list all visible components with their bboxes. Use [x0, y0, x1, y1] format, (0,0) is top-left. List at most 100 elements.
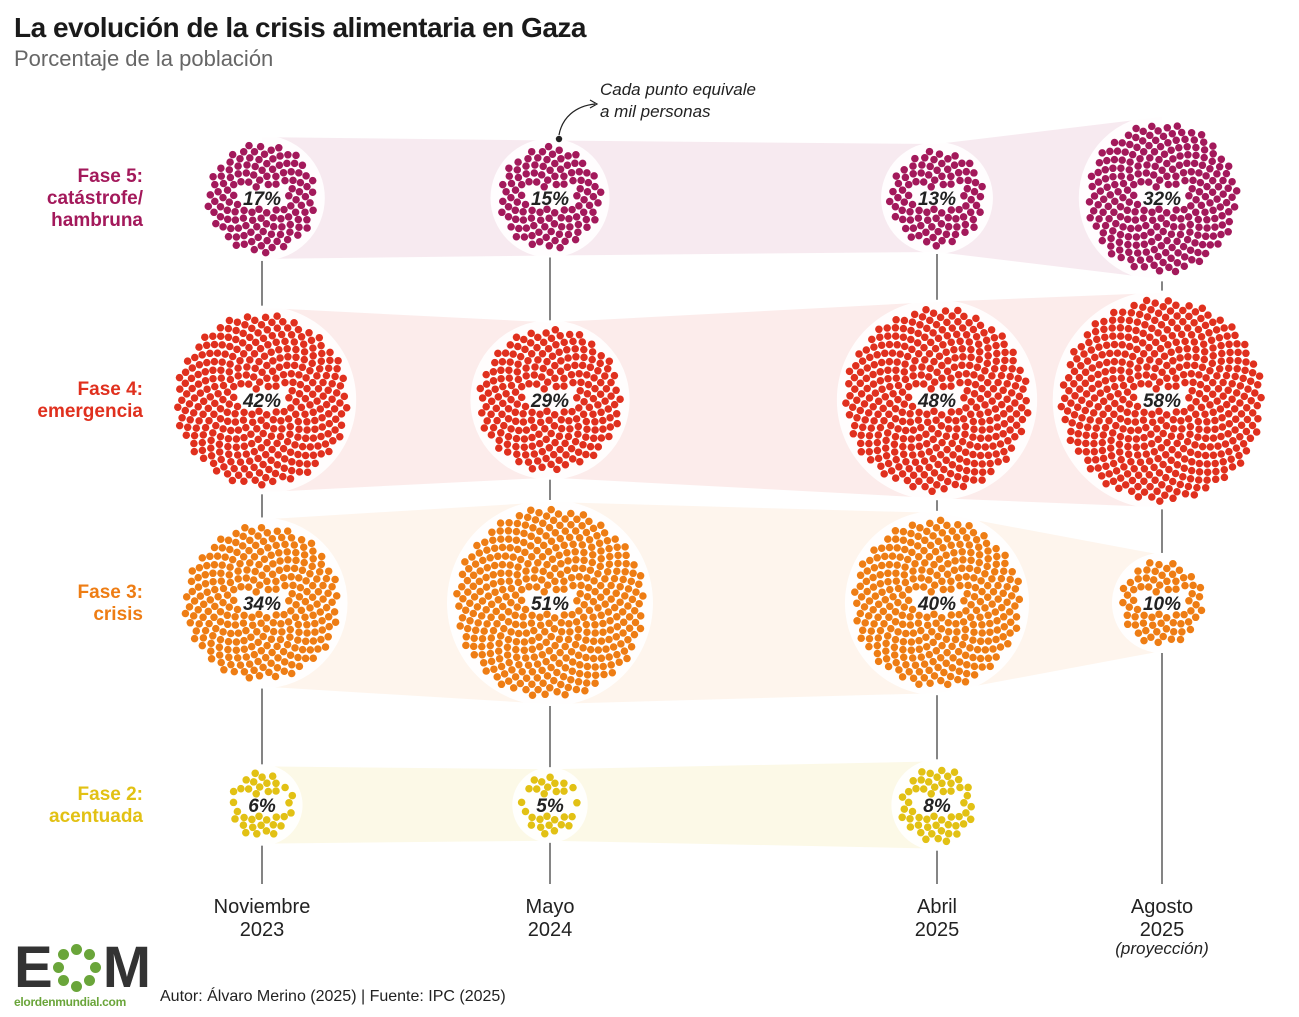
dot	[542, 233, 550, 242]
dot	[1151, 338, 1160, 347]
dot	[907, 646, 916, 655]
dot	[1150, 463, 1158, 472]
dot	[992, 432, 1000, 441]
dot	[1208, 359, 1217, 368]
dot	[231, 613, 239, 621]
dot	[899, 434, 908, 443]
dot	[577, 176, 585, 185]
dot	[891, 332, 900, 340]
dot	[542, 638, 550, 647]
dot	[1103, 385, 1111, 393]
dot	[895, 666, 903, 674]
dot	[263, 641, 271, 650]
dot	[617, 640, 625, 648]
dot	[533, 343, 541, 352]
dot	[920, 471, 929, 479]
dot	[1179, 370, 1188, 379]
value-label: 48%	[917, 391, 956, 412]
dot	[207, 639, 215, 648]
dot	[1252, 428, 1261, 436]
dot	[873, 649, 882, 658]
dot	[498, 613, 506, 622]
dot	[512, 333, 521, 342]
dot	[613, 650, 621, 659]
dot	[248, 613, 256, 622]
dot	[1192, 345, 1200, 354]
dot	[224, 637, 233, 646]
dot	[241, 524, 249, 532]
dot	[582, 528, 591, 537]
dot	[919, 380, 928, 388]
dot	[279, 647, 288, 656]
dot	[986, 425, 994, 433]
dot	[1095, 343, 1103, 351]
dot	[1167, 348, 1175, 356]
dot	[1206, 241, 1215, 249]
dot	[959, 482, 968, 491]
dot	[1115, 238, 1124, 247]
dot	[1186, 625, 1195, 634]
dot	[557, 415, 566, 424]
dot	[494, 647, 503, 655]
dot	[330, 405, 339, 413]
dot	[223, 186, 232, 194]
dot	[1169, 155, 1177, 163]
dot	[303, 468, 312, 476]
dot	[940, 465, 948, 474]
dot	[884, 459, 893, 468]
value-label: 6%	[248, 796, 276, 817]
dot	[1116, 414, 1125, 423]
dot	[555, 230, 564, 238]
dot	[339, 374, 347, 383]
dot	[244, 380, 253, 388]
dot	[1186, 228, 1194, 236]
dot	[1196, 583, 1205, 592]
dot	[511, 673, 520, 681]
dot	[906, 815, 914, 823]
dot	[246, 333, 254, 342]
dot	[483, 546, 491, 554]
dot	[535, 430, 543, 438]
dot	[1199, 138, 1208, 146]
dot	[1205, 329, 1213, 337]
dot	[256, 547, 265, 556]
dot	[994, 392, 1002, 400]
dot	[198, 446, 207, 455]
dot	[280, 464, 289, 472]
dot	[1129, 191, 1138, 200]
dot	[967, 556, 975, 565]
dot	[533, 674, 542, 682]
dot	[928, 424, 936, 433]
dot	[947, 374, 955, 383]
dot	[317, 357, 326, 366]
dot	[899, 333, 908, 341]
dot	[262, 816, 271, 824]
dot	[551, 236, 559, 245]
dot	[530, 221, 538, 230]
dot	[566, 628, 574, 636]
dot	[870, 417, 878, 425]
dot	[1061, 415, 1069, 424]
dot	[927, 588, 935, 596]
dot	[884, 569, 892, 578]
dot	[537, 778, 546, 786]
dot	[996, 440, 1005, 448]
dot	[550, 827, 559, 835]
dot	[1100, 317, 1108, 326]
dot	[226, 375, 235, 384]
dot	[1189, 176, 1197, 185]
dot	[1133, 402, 1142, 411]
dot	[521, 807, 530, 816]
dot	[1152, 385, 1160, 393]
dot	[904, 382, 913, 391]
dot	[1008, 365, 1016, 373]
dot	[880, 416, 888, 425]
dot	[908, 605, 917, 614]
dot	[966, 644, 974, 652]
dot	[1132, 133, 1140, 142]
dot	[1224, 364, 1233, 372]
dot	[921, 356, 929, 364]
dot	[1131, 410, 1139, 418]
dot	[552, 382, 561, 391]
dot	[603, 568, 612, 576]
